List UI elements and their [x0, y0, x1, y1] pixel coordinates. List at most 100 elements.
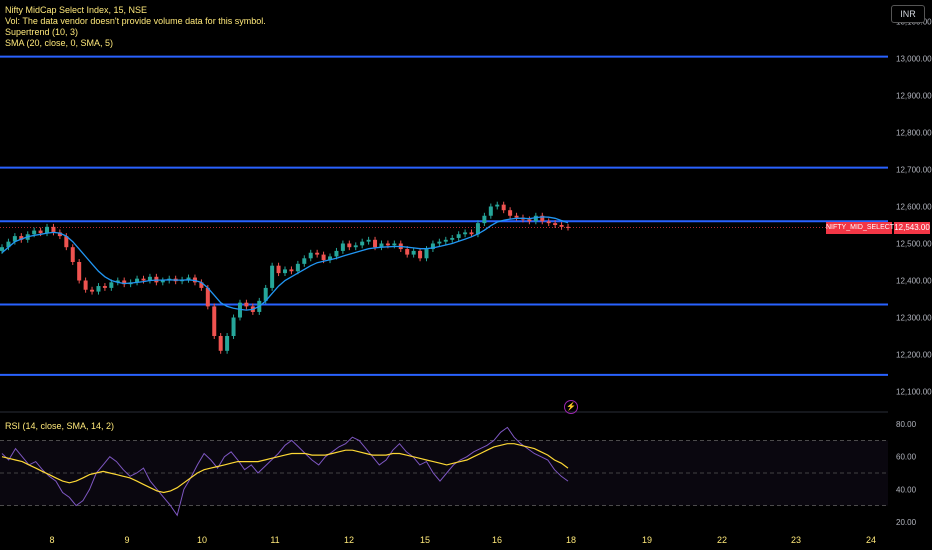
candle: [122, 277, 127, 288]
candle: [237, 299, 242, 321]
candle: [353, 242, 358, 251]
legend-rsi[interactable]: RSI (14, close, SMA, 14, 2): [5, 421, 115, 431]
y-tick-label-5: 12,600.00: [896, 203, 932, 212]
candle: [533, 212, 538, 225]
candle: [334, 247, 339, 260]
candle: [328, 253, 333, 264]
candle: [70, 244, 75, 265]
y-tick-label-8: 12,300.00: [896, 314, 932, 323]
candle: [135, 275, 140, 286]
candle: [302, 255, 307, 267]
x-tick-label-4: 12: [344, 535, 354, 545]
chart-legend: Nifty MidCap Select Index, 15, NSE Vol: …: [5, 5, 266, 49]
candle: [315, 249, 320, 258]
candle: [19, 233, 24, 243]
candle: [205, 284, 210, 310]
currency-button[interactable]: INR: [891, 5, 925, 23]
rsi-tick-label-2: 40.00: [896, 485, 917, 494]
candle: [212, 303, 217, 339]
candle: [77, 259, 82, 284]
candle: [102, 283, 107, 291]
x-tick-label-8: 19: [642, 535, 652, 545]
candle: [418, 247, 423, 262]
candle: [295, 260, 300, 275]
candle: [463, 229, 468, 238]
candle: [566, 223, 570, 231]
rsi-ma-line: [1, 443, 569, 494]
y-tick-label-1: 13,000.00: [896, 55, 932, 64]
candle: [276, 262, 281, 277]
candle: [12, 233, 17, 245]
candle: [96, 283, 101, 295]
x-tick-label-6: 16: [492, 535, 502, 545]
candle: [83, 277, 88, 293]
candle: [90, 286, 95, 295]
sma-line: [1, 216, 569, 311]
candle: [469, 229, 474, 238]
candle: [199, 279, 204, 291]
candle: [231, 314, 236, 339]
candle: [225, 333, 230, 354]
last-price-label: 12,543.00: [894, 222, 930, 234]
candle: [347, 240, 352, 251]
candle: [456, 231, 461, 241]
candle: [405, 246, 410, 258]
price-axis[interactable]: 13,100.0013,000.0012,900.0012,800.0012,7…: [896, 18, 932, 397]
candle: [366, 236, 371, 245]
candle: [270, 262, 275, 291]
rsi-tick-label-1: 60.00: [896, 453, 917, 462]
rsi-tick-label-3: 20.00: [896, 518, 917, 527]
x-tick-label-10: 23: [791, 535, 801, 545]
x-tick-label-5: 15: [420, 535, 430, 545]
y-tick-label-10: 12,100.00: [896, 388, 932, 397]
rsi-axis[interactable]: 80.00 60.00 40.00 20.00: [896, 420, 917, 527]
candle: [559, 222, 564, 230]
x-tick-label-11: 24: [866, 535, 876, 545]
candles: [0, 201, 570, 354]
y-tick-label-7: 12,400.00: [896, 277, 932, 286]
horizontal-lines: [0, 55, 888, 376]
y-tick-label-6: 12,500.00: [896, 240, 932, 249]
candle: [553, 220, 558, 228]
x-tick-label-3: 11: [270, 535, 279, 545]
candle: [482, 212, 487, 227]
candle: [514, 212, 519, 221]
candle: [411, 247, 416, 258]
legend-title[interactable]: Nifty MidCap Select Index, 15, NSE: [5, 5, 148, 15]
candle: [437, 238, 442, 247]
candle: [430, 240, 435, 253]
candle: [186, 274, 191, 283]
x-tick-label-7: 18: [566, 535, 576, 545]
x-tick-label-9: 22: [717, 535, 727, 545]
candle: [340, 240, 345, 254]
candle: [379, 240, 384, 251]
candle: [495, 201, 500, 210]
candle: [360, 238, 365, 249]
y-tick-label-9: 12,200.00: [896, 351, 932, 360]
flash-icon[interactable]: ⚡: [564, 400, 578, 414]
candle: [450, 234, 455, 243]
candle: [546, 218, 551, 227]
legend-sma[interactable]: SMA (20, close, 0, SMA, 5): [5, 38, 114, 48]
candle: [51, 223, 56, 236]
y-tick-label-4: 12,700.00: [896, 166, 932, 175]
candle: [308, 249, 313, 262]
legend-volume[interactable]: Vol: The data vendor doesn't provide vol…: [5, 16, 266, 26]
candle: [45, 223, 50, 237]
x-tick-label-0: 8: [49, 535, 54, 545]
candle: [289, 266, 294, 275]
candle: [283, 266, 287, 277]
sma-layer: [1, 216, 569, 311]
candle: [443, 236, 448, 245]
x-tick-label-2: 10: [197, 535, 207, 545]
candle: [6, 238, 11, 251]
candle: [501, 201, 506, 214]
candle: [160, 277, 165, 286]
rsi-tick-label-0: 80.00: [896, 420, 917, 429]
time-axis[interactable]: 8 9 10 11 12 15 16 18 19 22 23 24: [49, 535, 876, 545]
legend-supertrend[interactable]: Supertrend (10, 3): [5, 27, 79, 37]
candle: [244, 299, 249, 310]
x-tick-label-1: 9: [124, 535, 129, 545]
candle: [57, 229, 62, 240]
